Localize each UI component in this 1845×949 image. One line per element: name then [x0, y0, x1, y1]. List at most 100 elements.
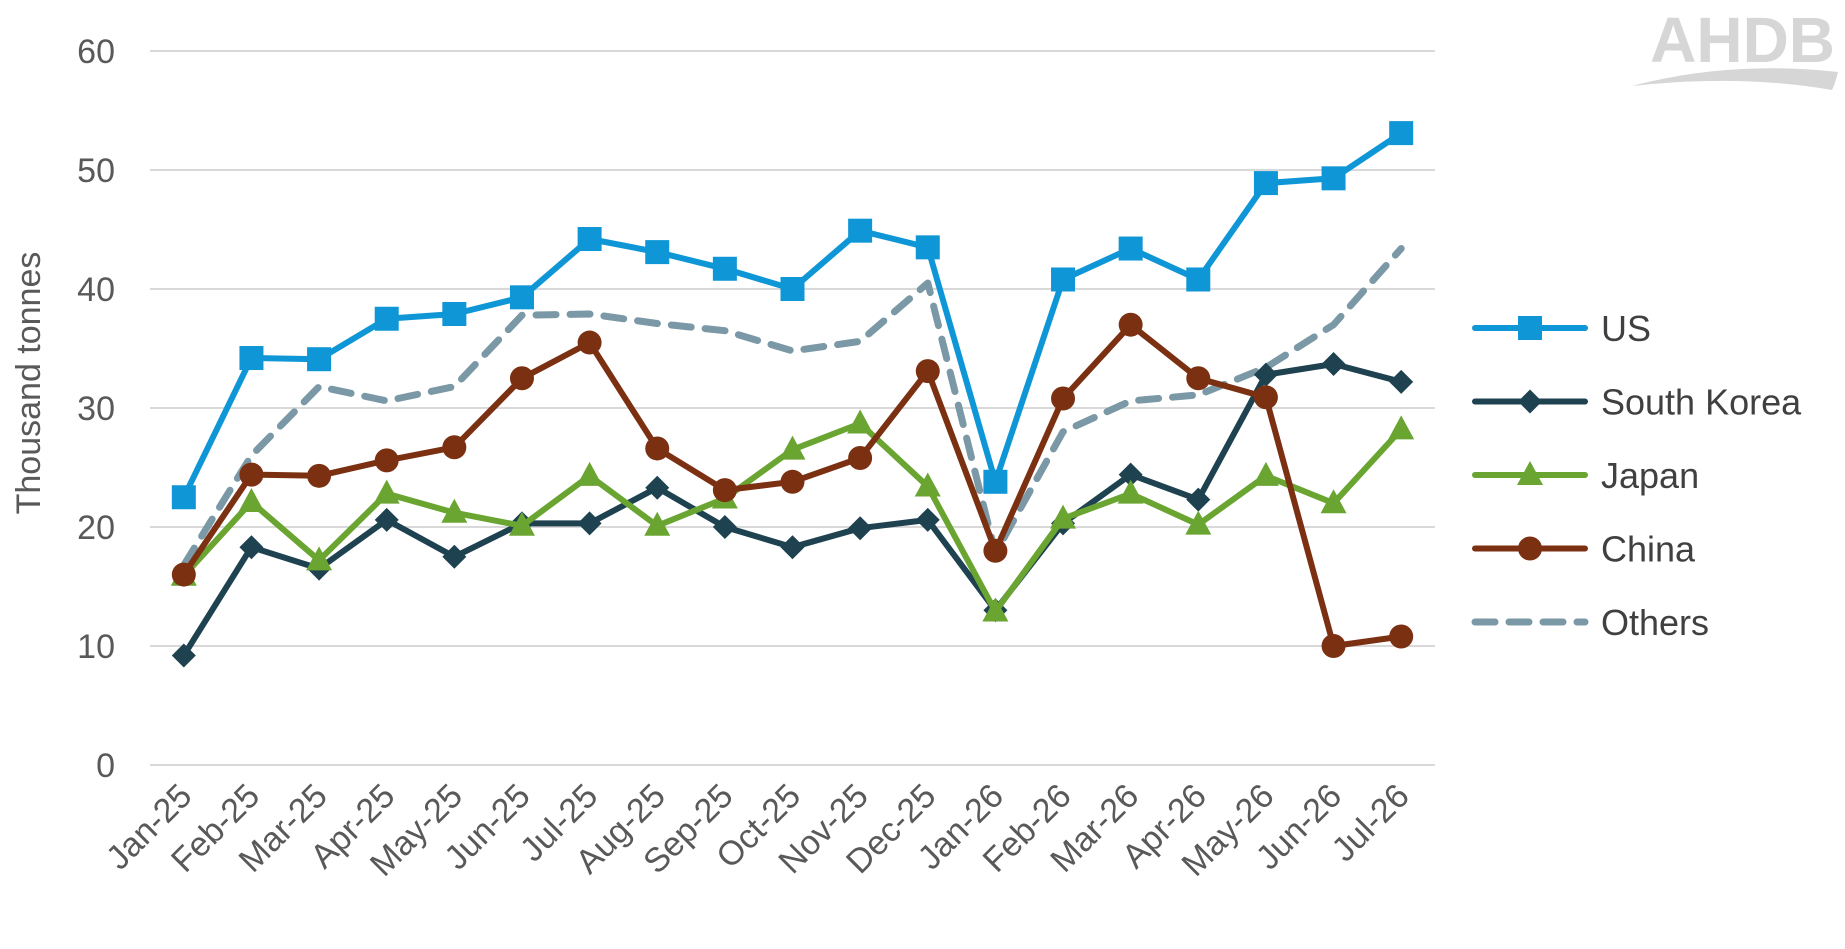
- series-south-korea: [171, 351, 1414, 668]
- data-point: [577, 511, 602, 536]
- data-point: [644, 511, 671, 536]
- data-point: [374, 448, 399, 473]
- data-point: [442, 301, 467, 326]
- series-lines: [170, 121, 1415, 668]
- data-point: [1321, 634, 1346, 658]
- legend-marker: [1518, 536, 1542, 561]
- gridlines: [150, 50, 1435, 766]
- data-point: [712, 478, 737, 503]
- data-point: [645, 240, 670, 265]
- x-axis-ticks: Jan-25Feb-25Mar-25Apr-25May-25Jun-25Jul-…: [99, 777, 1417, 884]
- data-point: [1321, 351, 1346, 376]
- data-point: [914, 472, 941, 497]
- legend-item-japan: Japan: [1472, 455, 1699, 496]
- legend-item-china: China: [1472, 529, 1696, 570]
- data-point: [915, 359, 940, 384]
- y-tick-label: 20: [77, 509, 115, 547]
- data-point: [239, 462, 264, 487]
- data-point: [442, 435, 467, 460]
- data-point: [441, 498, 468, 523]
- data-point: [983, 538, 1008, 563]
- legend-label: Japan: [1601, 455, 1699, 496]
- data-point: [1252, 461, 1279, 486]
- data-point: [374, 507, 399, 532]
- data-point: [442, 544, 467, 569]
- data-point: [509, 366, 534, 391]
- y-tick-label: 50: [77, 152, 115, 190]
- data-point: [306, 546, 333, 571]
- data-point: [848, 516, 873, 541]
- data-point: [374, 306, 399, 331]
- data-point: [577, 227, 602, 252]
- data-point: [982, 597, 1009, 622]
- series-others: [180, 245, 1405, 569]
- legend-marker: [1518, 316, 1542, 340]
- data-point: [238, 488, 265, 513]
- y-axis-ticks: 0 10 20 30 40 50 60: [77, 33, 115, 785]
- data-point: [509, 285, 534, 310]
- logo-text: AHDB: [1650, 4, 1835, 76]
- data-point: [848, 218, 873, 243]
- legend: US South Korea Japan China Others: [1471, 308, 1802, 643]
- legend-label: Others: [1601, 602, 1709, 643]
- legend-item-others: Others: [1471, 602, 1709, 643]
- legend-item-south-korea: South Korea: [1472, 382, 1802, 423]
- series-japan: [170, 409, 1415, 622]
- data-point: [1389, 624, 1414, 649]
- data-point: [1050, 504, 1077, 529]
- data-point: [373, 479, 400, 504]
- data-point: [780, 469, 805, 494]
- data-point: [1117, 479, 1144, 504]
- data-point: [1253, 171, 1278, 196]
- series-line-others: [180, 245, 1405, 569]
- x-tick-label: Jul-26: [1324, 777, 1416, 869]
- legend-marker: [1518, 389, 1542, 414]
- data-point: [1051, 267, 1076, 292]
- data-point: [1321, 166, 1346, 191]
- data-point: [712, 515, 737, 539]
- data-point: [171, 485, 196, 510]
- data-point: [239, 346, 264, 371]
- y-tick-label: 30: [77, 390, 115, 428]
- logo-swoosh-icon: [1632, 68, 1838, 90]
- data-point: [1253, 385, 1278, 410]
- ahdb-logo: AHDB: [1632, 4, 1838, 90]
- data-point: [712, 256, 737, 281]
- data-point: [1320, 489, 1347, 514]
- y-tick-label: 40: [77, 271, 115, 309]
- y-axis-title: Thousand tonnes: [10, 252, 48, 515]
- data-point: [1186, 366, 1211, 391]
- data-point: [1051, 386, 1076, 411]
- data-point: [1118, 236, 1143, 261]
- data-point: [171, 562, 196, 587]
- data-point: [307, 347, 332, 372]
- data-point: [576, 461, 603, 486]
- y-tick-label: 10: [77, 628, 115, 666]
- data-point: [780, 277, 805, 301]
- legend-item-us: US: [1472, 308, 1651, 349]
- data-point: [915, 507, 940, 532]
- y-tick-label: 0: [96, 747, 115, 785]
- data-point: [645, 436, 670, 461]
- data-point: [1185, 510, 1212, 535]
- data-point: [1118, 312, 1143, 337]
- series-us: [171, 121, 1414, 510]
- y-tick-label: 60: [77, 33, 115, 71]
- legend-label: China: [1601, 529, 1696, 570]
- data-point: [307, 463, 332, 488]
- data-point: [847, 409, 874, 434]
- data-point: [1253, 362, 1278, 387]
- data-point: [780, 535, 805, 560]
- data-point: [577, 330, 602, 355]
- legend-marker: [1517, 461, 1543, 485]
- data-point: [1388, 415, 1415, 440]
- data-point: [1389, 369, 1414, 394]
- data-point: [915, 235, 940, 260]
- data-point: [1186, 487, 1211, 512]
- data-point: [508, 511, 535, 536]
- data-point: [239, 535, 264, 560]
- data-point: [171, 643, 196, 668]
- data-point: [1118, 462, 1143, 487]
- series-china: [171, 312, 1414, 658]
